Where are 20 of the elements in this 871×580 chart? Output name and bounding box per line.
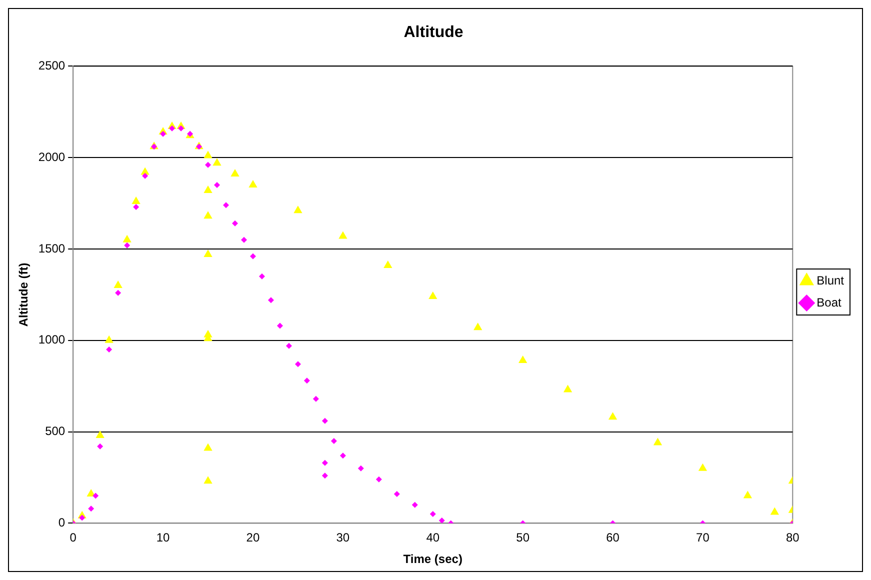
- x-tick-label: 30: [336, 530, 350, 545]
- y-tick-label: 0: [58, 516, 66, 530]
- y-tick-label: 500: [45, 424, 66, 438]
- x-tick-label: 70: [696, 530, 710, 545]
- x-tick-label: 0: [70, 530, 77, 545]
- legend-label: Blunt: [816, 273, 845, 288]
- x-tick-label: 40: [426, 530, 440, 545]
- y-tick-label: 2500: [38, 58, 66, 73]
- y-tick-label: 1500: [38, 241, 66, 256]
- y-tick-label: 2000: [38, 150, 66, 164]
- chart-title: Altitude: [404, 24, 464, 42]
- x-tick-label: 20: [246, 530, 260, 545]
- y-tick-label: 1000: [38, 332, 66, 347]
- y-axis-title: Altitude (ft): [16, 262, 31, 327]
- x-tick-label: 50: [516, 530, 530, 545]
- legend-label: Boat: [816, 295, 842, 310]
- x-tick-label: 10: [156, 530, 170, 545]
- x-axis-title: Time (sec): [403, 552, 462, 566]
- x-tick-label: 60: [606, 530, 620, 545]
- x-tick-label: 80: [786, 530, 800, 545]
